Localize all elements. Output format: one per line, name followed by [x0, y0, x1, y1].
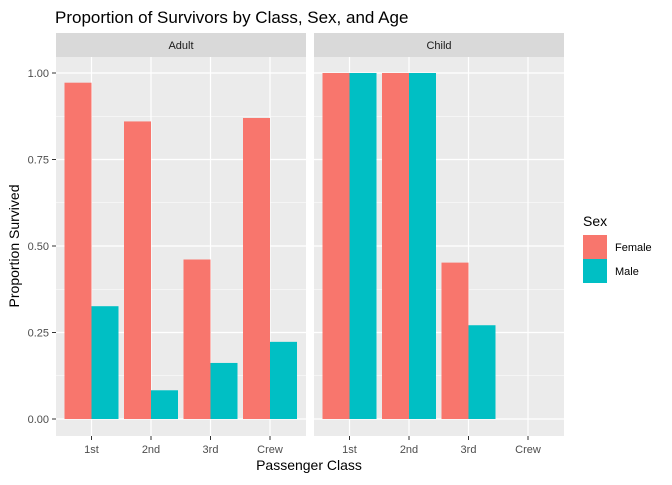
bar-male-crew	[270, 341, 297, 419]
bar-female-2nd	[124, 121, 151, 419]
x-tick-label: 2nd	[400, 444, 418, 456]
bar-female-3rd	[441, 262, 469, 419]
bar-male-2nd	[409, 73, 436, 419]
y-tick-label: 0.50	[28, 241, 49, 253]
facet-strip-label: Child	[426, 40, 451, 52]
bar-male-2nd	[151, 390, 178, 419]
y-axis-label: Proportion Survived	[6, 185, 22, 308]
legend-title: Sex	[583, 213, 607, 229]
legend-label-female: Female	[615, 242, 652, 254]
legend-label-male: Male	[615, 266, 639, 278]
x-tick-label: 3rd	[203, 444, 219, 456]
y-tick-label: 1.00	[28, 68, 49, 80]
facet-panel: Adult 1st 2nd 3rd Crew 0.00 0.25 0.50 0.75 1.00	[28, 33, 306, 456]
legend-key-male	[583, 259, 607, 283]
y-tick-label: 0.75	[28, 155, 49, 167]
bar-female-3rd	[183, 259, 211, 419]
bar-male-1st	[91, 306, 119, 419]
bar-male-3rd	[210, 362, 238, 419]
facet-panels: Adult 1st 2nd 3rd Crew 0.00 0.25 0.50 0.75 1.00 Ch…	[28, 33, 564, 456]
facet-panel: Child 1st 2nd 3rd Crew	[314, 33, 564, 456]
x-tick-label: Crew	[257, 444, 283, 456]
y-tick-label: 0.00	[28, 414, 49, 426]
y-tick-label: 0.25	[28, 328, 49, 340]
bar-female-2nd	[382, 73, 409, 419]
bar-male-3rd	[468, 325, 496, 419]
facet-strip	[314, 33, 564, 57]
bar-female-1st	[322, 73, 350, 419]
x-tick-label: 3rd	[461, 444, 477, 456]
chart-title: Proportion of Survivors by Class, Sex, a…	[55, 8, 408, 27]
x-tick-label: Crew	[515, 444, 541, 456]
x-axis-label: Passenger Class	[256, 457, 362, 473]
legend-key-female	[583, 235, 607, 259]
x-tick-label: 2nd	[142, 444, 160, 456]
bar-female-crew	[243, 117, 270, 419]
facet-strip-label: Adult	[168, 40, 193, 52]
legend: Sex Female Male	[583, 213, 652, 283]
x-tick-label: 1st	[84, 444, 99, 456]
facet-strip	[56, 33, 306, 57]
bar-female-1st	[64, 82, 92, 420]
x-tick-label: 1st	[342, 444, 357, 456]
bar-male-1st	[349, 73, 377, 419]
